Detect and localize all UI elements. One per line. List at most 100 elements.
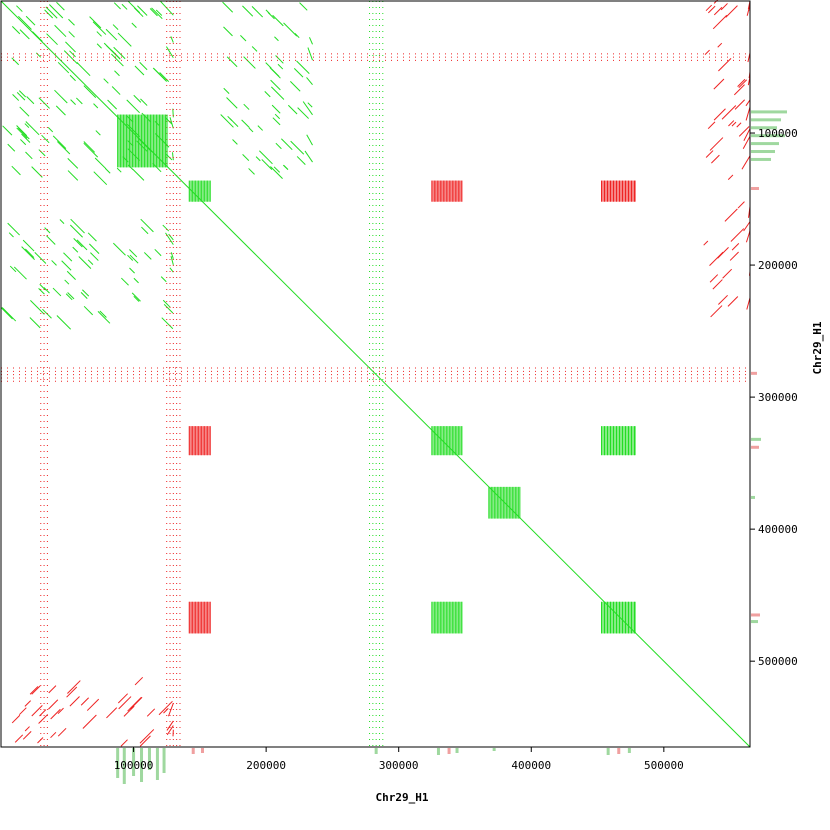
cluster-segment [66,270,76,280]
cluster-segment [240,35,247,42]
cluster-segment [121,3,128,10]
repeat-block [431,426,463,456]
cluster-segment [160,276,167,283]
cluster-segment [44,9,54,19]
cluster-segment [38,149,46,157]
marginal-histogram-x [116,748,631,784]
cluster-segment [97,311,111,324]
y-tick-label: 100000 [758,127,798,140]
cluster-segment [709,274,719,283]
cluster-segment [222,1,234,13]
cluster-segment [24,700,31,707]
repeat-block [431,601,463,634]
cluster-segment [727,174,734,180]
cluster-segment [69,74,76,82]
x-tick-label: 100000 [114,759,154,772]
cluster-segment [274,113,281,120]
x-axis-ticks: 100000 200000 300000 400000 500000 [114,747,684,772]
hist-bar-y [751,150,775,154]
cluster-segment [709,251,724,267]
cluster-segment [9,265,17,273]
cluster-segment [52,287,62,297]
cluster-segment [94,157,107,170]
cluster-segment [162,224,170,232]
hist-bar-y [751,134,785,138]
cluster-segment [127,696,142,712]
block-fill [601,180,636,202]
repeat-block [431,180,463,202]
cluster-segment [59,219,65,224]
cluster-segment [713,78,725,90]
cluster-segment [169,117,174,129]
cluster-segment [50,708,61,720]
cluster-segment [67,680,81,694]
cluster-segment [12,94,20,101]
cluster-segment [24,726,30,732]
repeat-block [188,601,211,634]
cluster-segment [151,7,163,20]
hist-bar-x [447,748,451,754]
cluster-segment [54,89,68,104]
cluster-segment [129,267,135,274]
cluster-segment [117,693,129,704]
cluster-segment [31,685,41,695]
cluster-segment [25,15,36,26]
hist-bar-x [627,748,631,753]
cluster-segment [290,81,301,92]
cluster-segment [226,97,238,109]
cluster-segment [163,708,169,714]
cluster-segment [724,208,738,222]
cluster-segment [166,725,174,736]
cluster-segment [29,686,39,695]
cluster-segment [76,239,88,251]
cluster-segment [70,218,85,234]
cluster-segment [746,297,751,310]
cluster-segment [24,123,30,128]
cluster-segment [56,315,72,330]
cluster-segment [76,97,83,105]
hist-bar-y [751,371,757,375]
cluster-segment [220,114,234,128]
cluster-segment [304,150,313,163]
cluster-segment [165,232,174,245]
x-tick-label: 300000 [379,759,419,772]
cluster-segment [738,126,750,137]
cluster-segment [712,279,723,290]
hist-bar-y [751,118,781,122]
cluster-segment [13,266,27,280]
cluster-segment [2,125,13,136]
repeat-block [601,180,636,202]
cluster-segment [120,739,128,747]
cluster-segment [117,32,132,47]
cluster-segment [48,685,57,694]
cluster-segment [103,42,117,56]
cluster-segment [57,707,64,715]
cluster-segment [90,252,99,261]
y-tick-label: 200000 [758,259,798,272]
cluster-segment [56,141,71,155]
cluster-segment [141,226,149,235]
cluster-segment [68,31,75,38]
x-tick-label: 200000 [246,759,286,772]
cluster-segment [48,4,64,19]
cluster-segment [11,165,21,176]
cluster-segment [738,79,748,89]
cluster-segment [307,47,314,61]
repeat-band [166,1,181,747]
cluster-segment [89,16,102,29]
cluster-segment [162,299,171,308]
cluster-segment [65,41,76,53]
cluster-segment [83,141,96,153]
cluster-segment [65,293,73,301]
hist-bar-y [751,620,758,624]
cluster-segment [16,125,28,137]
cluster-segment [121,277,129,286]
cluster-segment [728,120,735,127]
cluster-segment [103,78,109,84]
cluster-segment [161,317,174,330]
cluster-segment [273,166,281,173]
cluster-segment [139,729,155,744]
cluster-segment [270,86,285,100]
cluster-segment [46,235,56,245]
